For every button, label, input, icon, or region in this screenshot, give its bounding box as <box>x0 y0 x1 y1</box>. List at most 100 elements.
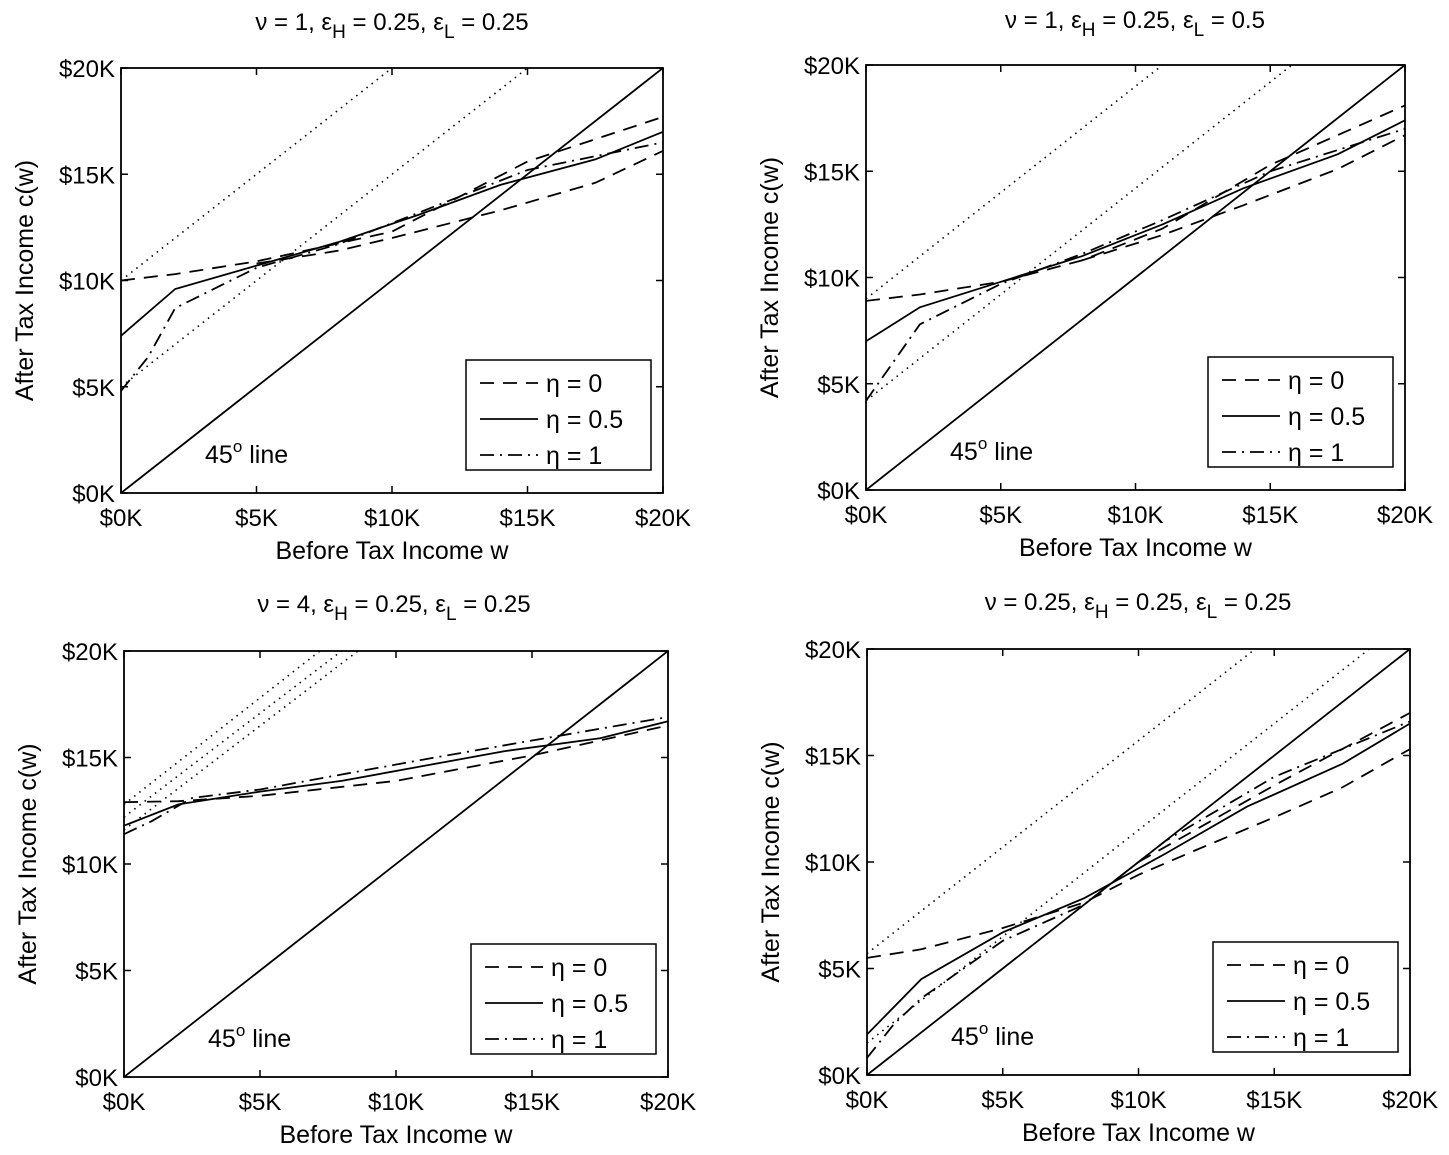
annotation-45-degree-line: 45o line <box>205 437 288 469</box>
chart-panel-3: ν = 4, εH = 0.25, εL = 0.25$0K $5K $10K $15… <box>14 591 696 1149</box>
x-tick-label: $15K <box>1246 1087 1302 1114</box>
chart-title: ν = 0.25, εH = 0.25, εL = 0.25 <box>985 589 1292 623</box>
legend: η = 0 η = 0.5 η = 1 <box>1207 356 1394 468</box>
x-tick-label: $0K <box>103 1089 146 1116</box>
x-tick-label: $20K <box>1382 1087 1438 1114</box>
title-eps-l-val: = 0.25 <box>455 9 529 36</box>
series-line-0p5 <box>867 722 1410 1036</box>
chart-panel-1: ν = 1, εH = 0.25, εL = 0.25$0K $5K $10K $15… <box>11 9 691 565</box>
series-dotted-reference-line <box>124 651 343 818</box>
y-tick-label: $10K <box>62 852 118 879</box>
series-45-degree-line <box>121 68 663 493</box>
legend-entry: η = 0 <box>546 370 602 398</box>
x-tick-label: $15K <box>499 505 555 532</box>
title-eps-h-sub: H <box>334 604 348 625</box>
series-45-degree-line <box>866 65 1405 490</box>
legend-entry: η = 0.5 <box>1293 988 1370 1016</box>
title-nu: ν = 1, <box>255 9 321 36</box>
x-tick-label: $5K <box>239 1089 282 1116</box>
title-eps-h-val: = 0.25, <box>346 9 433 36</box>
legend-entry: η = 1 <box>551 1026 607 1054</box>
y-tick-label: $0K <box>75 1065 118 1092</box>
y-tick-label: $20K <box>805 637 861 664</box>
legend: η = 0 η = 0.5 η = 1 <box>1212 941 1399 1053</box>
y-tick-label: $10K <box>804 266 860 293</box>
title-eps-h: ε <box>323 591 334 618</box>
y-tick-label: $0K <box>818 1063 861 1090</box>
x-tick-label: $20K <box>640 1089 696 1116</box>
y-axis-label: After Tax Income c(w) <box>14 743 42 984</box>
series-line-1 <box>867 720 1410 1059</box>
legend: η = 0 η = 0.5 η = 1 <box>470 943 657 1055</box>
series-dotted-reference-line <box>121 68 528 388</box>
y-axis-label: After Tax Income c(w) <box>11 160 39 401</box>
legend-box <box>465 359 652 471</box>
series-line-0 <box>867 748 1410 959</box>
legend-entry: η = 0.5 <box>1288 403 1365 431</box>
title-eps-h-val: = 0.25, <box>348 591 435 618</box>
x-axis-label: Before Tax Income w <box>1019 534 1253 562</box>
series-line-0 <box>866 104 1405 302</box>
series-45-degree-line <box>124 651 668 1077</box>
x-axis-label: Before Tax Income w <box>276 537 510 565</box>
annotation-45-degree-line: 45o line <box>951 1019 1034 1051</box>
title-eps-l: ε <box>433 9 444 36</box>
series-45-degree-line <box>867 649 1410 1075</box>
title-eps-h-sub: H <box>332 22 346 43</box>
legend-entry: η = 1 <box>1293 1024 1349 1052</box>
series-group <box>124 651 668 1077</box>
series-line-0 <box>256 150 663 265</box>
x-tick-label: $20K <box>1377 502 1433 529</box>
y-tick-label: $20K <box>804 53 860 80</box>
legend-entry: η = 0.5 <box>551 990 628 1018</box>
y-tick-label: $5K <box>75 959 118 986</box>
legend-entry: η = 0 <box>551 954 607 982</box>
chart-panel-4: ν = 0.25, εH = 0.25, εL = 0.25$0K $5K $10K… <box>757 589 1438 1147</box>
series-line-1 <box>866 127 1405 402</box>
series-line-0p5 <box>124 720 668 827</box>
series-line-0 <box>1081 134 1405 262</box>
series-line-1 <box>124 716 668 836</box>
title-eps-l-sub: L <box>1194 20 1205 41</box>
x-tick-label: $5K <box>235 505 278 532</box>
series-group <box>866 65 1405 490</box>
title-eps-h-sub: H <box>1095 602 1109 623</box>
x-tick-label: $5K <box>981 1087 1024 1114</box>
series-line-1 <box>121 141 663 392</box>
title-nu: ν = 4, <box>257 591 323 618</box>
title-eps-h: ε <box>321 9 332 36</box>
chart-title: ν = 4, εH = 0.25, εL = 0.25 <box>257 591 530 625</box>
annotation-45-degree-line: 45o line <box>950 434 1033 466</box>
title-nu: ν = 1, <box>1005 7 1071 34</box>
y-axis-label: After Tax Income c(w) <box>756 157 784 398</box>
title-eps-l-sub: L <box>1207 602 1218 623</box>
title-eps-l-val: = 0.25 <box>1217 589 1291 616</box>
legend-entry: η = 0 <box>1293 952 1349 980</box>
title-eps-l-sub: L <box>446 604 457 625</box>
legend-entry: η = 1 <box>1288 439 1344 467</box>
series-dotted-reference-line <box>121 68 393 282</box>
title-eps-l-val: = 0.25 <box>457 591 531 618</box>
x-tick-label: $20K <box>635 505 691 532</box>
y-tick-label: $20K <box>59 56 115 83</box>
title-eps-h: ε <box>1084 589 1095 616</box>
series-group <box>121 68 663 493</box>
series-dotted-reference-line <box>866 65 1293 402</box>
x-tick-label: $0K <box>846 1087 889 1114</box>
legend: η = 0 η = 0.5 η = 1 <box>465 359 652 471</box>
y-tick-label: $10K <box>805 850 861 877</box>
y-tick-label: $5K <box>818 957 861 984</box>
y-tick-label: $5K <box>817 372 860 399</box>
x-tick-label: $10K <box>1110 1087 1166 1114</box>
annotation-45-degree-line: 45o line <box>208 1021 291 1053</box>
chart-title: ν = 1, εH = 0.25, εL = 0.25 <box>255 9 528 43</box>
y-tick-label: $15K <box>804 159 860 186</box>
legend-entry: η = 0 <box>1288 367 1344 395</box>
y-tick-label: $20K <box>62 639 118 666</box>
legend-entry: η = 0.5 <box>546 406 623 434</box>
title-eps-l: ε <box>1183 7 1194 34</box>
x-tick-label: $15K <box>504 1089 560 1116</box>
x-axis-label: Before Tax Income w <box>280 1121 514 1149</box>
series-line-0p5 <box>866 119 1405 343</box>
y-tick-label: $15K <box>62 746 118 773</box>
